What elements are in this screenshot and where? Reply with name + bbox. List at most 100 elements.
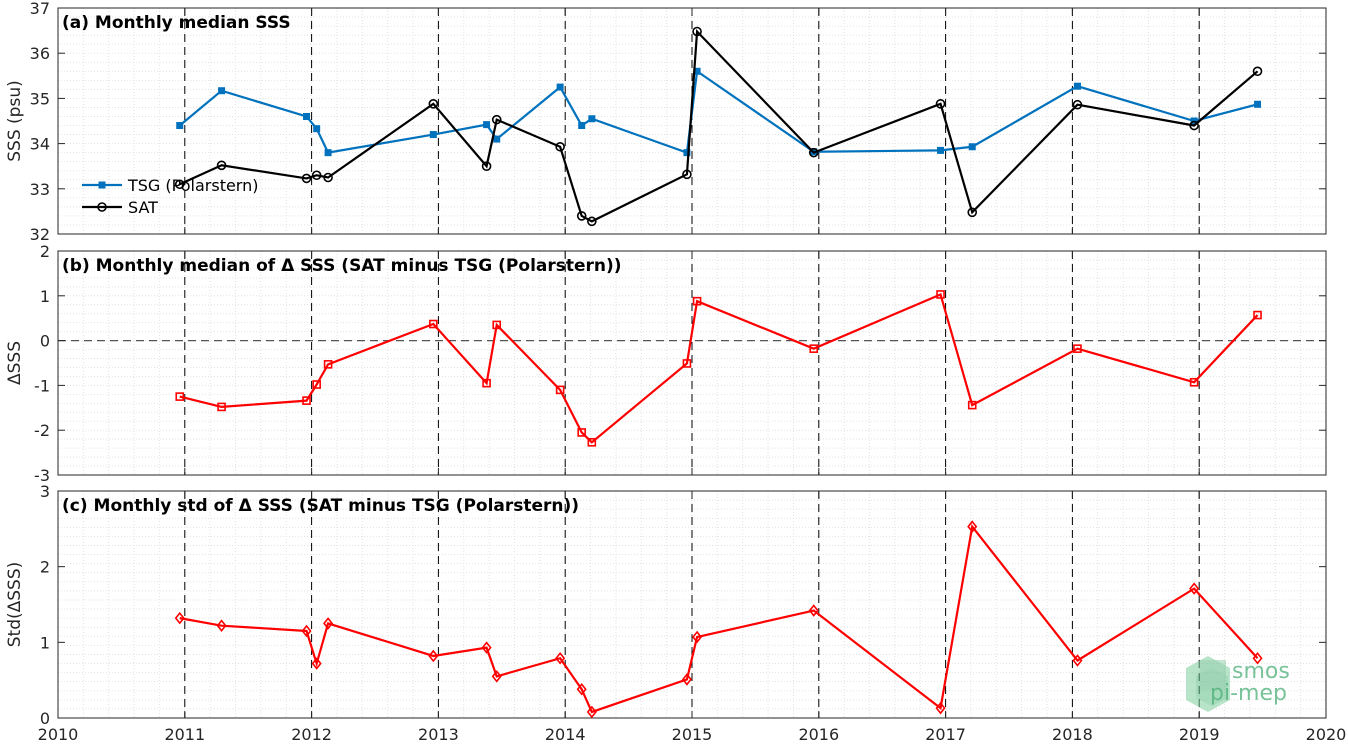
data-point: [588, 115, 596, 123]
data-point: [1073, 344, 1082, 353]
x-tick-label: 2018: [1052, 725, 1093, 744]
series-sat: [174, 26, 1263, 227]
y-tick-label: 34: [30, 135, 50, 154]
data-point: [1189, 120, 1199, 131]
data-point: [493, 135, 501, 143]
x-tick-label: 2019: [1179, 725, 1220, 744]
data-point: [577, 428, 586, 437]
data-point: [968, 143, 976, 151]
data-point: [692, 630, 703, 644]
y-tick-label: 1: [40, 633, 50, 652]
data-point: [576, 211, 587, 221]
y-tick-label: 35: [30, 89, 50, 108]
data-point: [967, 207, 978, 218]
legend-entry: TSG (Polarstern): [127, 176, 258, 195]
data-point: [808, 604, 819, 617]
x-tick-label: 2015: [672, 725, 713, 744]
legend-marker: [98, 181, 106, 189]
x-tick-label: 2020: [1306, 725, 1347, 744]
y-tick-label: 0: [40, 332, 50, 351]
legend-marker: [97, 202, 107, 212]
x-tick-label: 2012: [291, 725, 332, 744]
data-point: [176, 122, 184, 130]
data-point: [1252, 651, 1263, 665]
data-point: [1254, 100, 1262, 108]
panel-a: 32 33 34 35 36 37 SSS (psu) (a) Monthly median …: [5, 0, 1327, 244]
data-point: [937, 146, 945, 154]
panel-title: (a) Monthly median SSS: [62, 13, 291, 33]
y-axis-label: ΔSSS: [5, 341, 25, 385]
data-point: [1189, 582, 1200, 595]
data-point: [587, 216, 597, 227]
legend: TSG (Polarstern) SAT: [82, 176, 258, 217]
data-point: [587, 437, 597, 447]
x-tick-label: 2016: [798, 725, 839, 744]
data-point: [692, 296, 702, 306]
data-point: [578, 122, 586, 130]
data-point: [1252, 66, 1263, 77]
data-point: [1189, 377, 1199, 387]
data-point: [311, 170, 322, 181]
data-point: [682, 359, 692, 368]
data-point: [313, 125, 321, 133]
panel-b: -3 -2 -1 0 1 2 ΔSSS (b) Monthly median of Δ SSS…: [5, 242, 1327, 485]
series-0: [175, 290, 1262, 447]
data-point: [483, 121, 491, 129]
data-point: [936, 290, 945, 299]
y-axis-label: Std(ΔSSS): [5, 562, 25, 648]
data-point: [428, 649, 439, 663]
series-line: [179, 523, 1259, 714]
series-tsg-polarstern-: [176, 67, 1262, 157]
data-point: [491, 670, 502, 683]
data-point: [303, 112, 311, 120]
y-axis-label: SSS (psu): [5, 80, 25, 161]
y-tick-label: 1: [40, 287, 50, 306]
x-tick-label: 2014: [545, 725, 586, 744]
data-point: [935, 701, 946, 715]
y-tick-label: 0: [40, 709, 50, 728]
data-point: [556, 83, 564, 91]
data-point: [323, 617, 334, 630]
logo-cube-icon: [1186, 656, 1230, 712]
data-point: [174, 611, 185, 625]
x-tick-label: 2010: [38, 725, 79, 744]
data-point: [323, 360, 333, 369]
data-point: [586, 705, 597, 719]
data-point: [967, 400, 977, 410]
data-point: [1073, 82, 1081, 90]
panel-title: (c) Monthly std of Δ SSS (SAT minus TSG …: [62, 496, 579, 516]
data-point: [555, 385, 565, 395]
y-tick-label: 2: [40, 558, 50, 577]
data-point: [216, 619, 227, 632]
legend-entry: SAT: [128, 198, 158, 217]
data-point: [428, 99, 439, 109]
y-tick-label: 37: [30, 0, 50, 18]
y-tick-label: 36: [30, 44, 50, 63]
data-point: [808, 147, 819, 158]
data-point: [682, 169, 692, 180]
y-tick-label: 3: [40, 482, 50, 501]
grid: [57, 490, 1327, 719]
x-tick-label: 2013: [418, 725, 459, 744]
series-line: [179, 28, 1259, 223]
logo-line2: pi-mep: [1210, 681, 1287, 706]
data-point: [555, 651, 566, 665]
data-point: [324, 149, 332, 157]
logo-line1: smos: [1232, 659, 1290, 684]
data-point: [1072, 99, 1083, 110]
data-point: [683, 149, 691, 157]
data-point: [311, 657, 322, 670]
data-point: [218, 87, 226, 95]
panel-title: (b) Monthly median of Δ SSS (SAT minus T…: [62, 256, 622, 276]
data-point: [481, 641, 492, 654]
y-tick-label: -3: [34, 466, 50, 485]
smos-pi-mep-logo: smos pi-mep: [1186, 656, 1290, 712]
data-point: [555, 141, 565, 152]
data-point: [301, 173, 312, 184]
data-point: [693, 67, 701, 75]
data-point: [312, 380, 321, 389]
y-tick-label: 33: [30, 180, 50, 199]
y-tick-label: 2: [40, 242, 50, 261]
data-point: [302, 396, 311, 405]
data-point: [481, 161, 492, 171]
